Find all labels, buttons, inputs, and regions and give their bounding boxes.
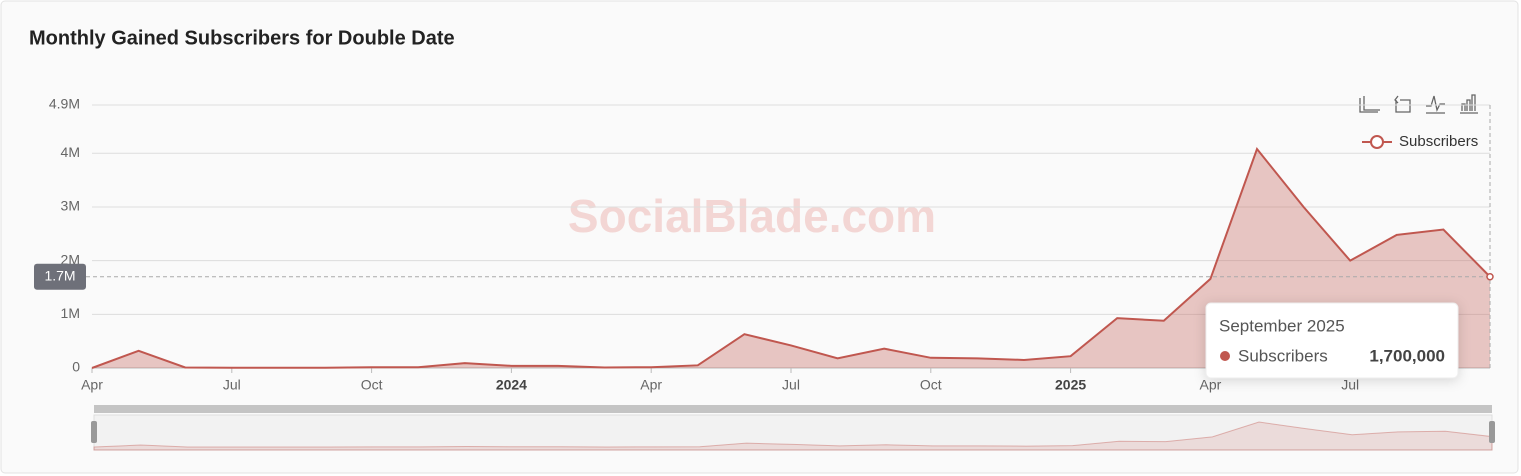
y-tick-label: 2M	[61, 251, 80, 267]
x-tick-label: Oct	[920, 377, 942, 393]
tooltip-series: Subscribers	[1238, 346, 1328, 365]
tooltip-title: September 2025	[1219, 316, 1345, 335]
watermark: SocialBlade.com	[568, 190, 936, 242]
x-tick-label: 2024	[496, 377, 527, 393]
legend-label: Subscribers	[1399, 133, 1478, 150]
line-icon[interactable]	[1426, 95, 1445, 114]
y-tick-label: 3M	[61, 198, 80, 214]
x-tick-label: Apr	[81, 377, 103, 393]
pointer-label: 1.7M	[44, 267, 75, 283]
slider-handle-right[interactable]	[1489, 421, 1495, 443]
slider-bar	[94, 405, 1492, 413]
tooltip-dot	[1220, 351, 1230, 361]
restore-icon[interactable]	[1394, 95, 1411, 113]
x-tick-label: Oct	[361, 377, 383, 393]
y-tick-label: 4M	[61, 144, 80, 160]
x-tick-label: Jul	[1341, 377, 1359, 393]
tooltip-box	[1205, 302, 1459, 379]
legend-marker	[1370, 135, 1384, 149]
toolbox[interactable]	[1359, 94, 1478, 114]
x-tick-label: Apr	[640, 377, 662, 393]
tooltip-value: 1,700,000	[1369, 346, 1445, 365]
slider-area	[93, 421, 1493, 451]
y-tick-label: 1M	[61, 305, 80, 321]
x-tick-label: Jul	[782, 377, 800, 393]
chart-title: Monthly Gained Subscribers for Double Da…	[29, 27, 455, 49]
y-tick-label: 4.9M	[49, 96, 80, 112]
x-tick-label: Apr	[1200, 377, 1222, 393]
x-tick-label: 2025	[1055, 377, 1086, 393]
bar-icon[interactable]	[1460, 94, 1478, 114]
line	[91, 146, 1491, 369]
x-tick-label: Jul	[223, 377, 241, 393]
slider-handle-left[interactable]	[91, 421, 97, 443]
pointer-label-box	[34, 263, 86, 290]
zoom-icon[interactable]	[1359, 96, 1380, 113]
y-tick-label: 0	[72, 359, 80, 375]
hover-point	[1486, 273, 1494, 281]
